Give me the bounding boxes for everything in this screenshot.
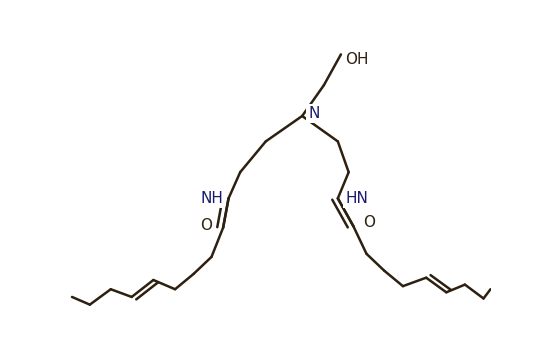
Text: OH: OH [346,52,369,67]
Text: HN: HN [346,191,368,206]
Text: N: N [308,106,320,121]
Text: O: O [362,215,374,230]
Text: NH: NH [200,191,223,206]
Text: O: O [200,218,212,233]
